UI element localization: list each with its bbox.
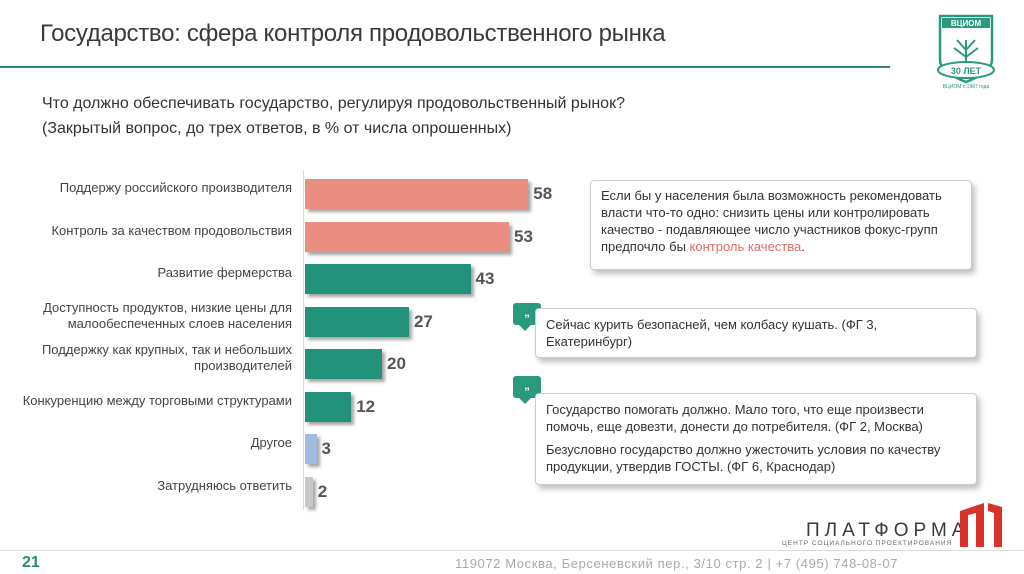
- category-label: Затрудняюсь ответить: [157, 477, 292, 493]
- bar-value-label: 43: [475, 269, 495, 288]
- category-label: Доступность продуктов, низкие цены для м…: [43, 299, 292, 331]
- vciom-30-logo-icon: ВЦИОМ 30 ЛЕТ ВЦИОМ с 1987 года: [937, 14, 995, 90]
- survey-question-note: (Закрытый вопрос, до трех ответов, в % о…: [42, 120, 512, 137]
- quote-box-1: Сейчас курить безопасней, чем колбасу ку…: [535, 308, 977, 358]
- category-label: Конкуренцию между торговыми структурами: [22, 392, 292, 408]
- bar: [305, 179, 529, 209]
- bar: [305, 391, 352, 422]
- category-label: Поддержу российского производителя: [59, 180, 292, 195]
- category-label: Контроль за качеством продовольствия: [51, 222, 292, 238]
- footer-divider: [0, 550, 1024, 551]
- survey-question: Что должно обеспечивать государство, рег…: [42, 95, 625, 112]
- quote-1-text: Сейчас курить безопасней, чем колбасу ку…: [546, 317, 878, 349]
- category-label: Другое: [250, 435, 292, 450]
- focus-group-summary-box: Если бы у населения была возможность рек…: [590, 180, 972, 270]
- summary-text: Если бы у населения была возможность рек…: [601, 188, 942, 254]
- bar-value-label: 12: [356, 396, 376, 416]
- platform-logo-icon: [960, 503, 1002, 547]
- bar-value-label: 3: [321, 439, 332, 458]
- bar: [305, 306, 409, 337]
- title-divider: [0, 66, 890, 68]
- category-label: Развитие фермерства: [157, 265, 292, 280]
- bar-value-label: 2: [317, 481, 328, 501]
- logo-org-text: ВЦИОМ: [951, 19, 982, 28]
- bar-value-label: 20: [387, 354, 406, 373]
- bar: [305, 349, 382, 379]
- platform-brand-name: ПЛАТФОРМА: [806, 520, 970, 541]
- chart-axis-line: [303, 170, 304, 510]
- quote-2-text: Государство помогать должно. Мало того, …: [546, 402, 924, 434]
- bar: [305, 476, 313, 507]
- logo-badge-text: 30 ЛЕТ: [951, 66, 982, 76]
- logo-since-text: ВЦИОМ с 1987 года: [943, 84, 990, 90]
- platform-brand-subtitle: ЦЕНТР СОЦИАЛЬНОГО ПРОЕКТИРОВАНИЯ: [782, 540, 953, 547]
- bar-value-label: 53: [514, 226, 533, 246]
- slide-title: Государство: сфера контроля продовольств…: [40, 20, 666, 47]
- category-label: Поддержку как крупных, так и небольших п…: [41, 342, 292, 373]
- quote-badge-icon: „: [513, 376, 541, 404]
- quote-3-text: Безусловно государство должно ужесточить…: [546, 442, 941, 474]
- summary-highlight: контроль качества: [689, 239, 802, 254]
- bar: [305, 434, 317, 464]
- bar: [305, 264, 471, 294]
- summary-end: .: [801, 239, 805, 254]
- bar-value-label: 58: [533, 184, 553, 203]
- bar-value-label: 27: [413, 311, 433, 331]
- bar: [305, 221, 510, 252]
- quote-box-2: Государство помогать должно. Мало того, …: [535, 393, 977, 485]
- quote-badge-icon: „: [513, 303, 541, 331]
- footer-address: 119072 Москва, Берсеневский пер., 3/10 с…: [455, 556, 899, 571]
- page-number: 21: [22, 554, 40, 571]
